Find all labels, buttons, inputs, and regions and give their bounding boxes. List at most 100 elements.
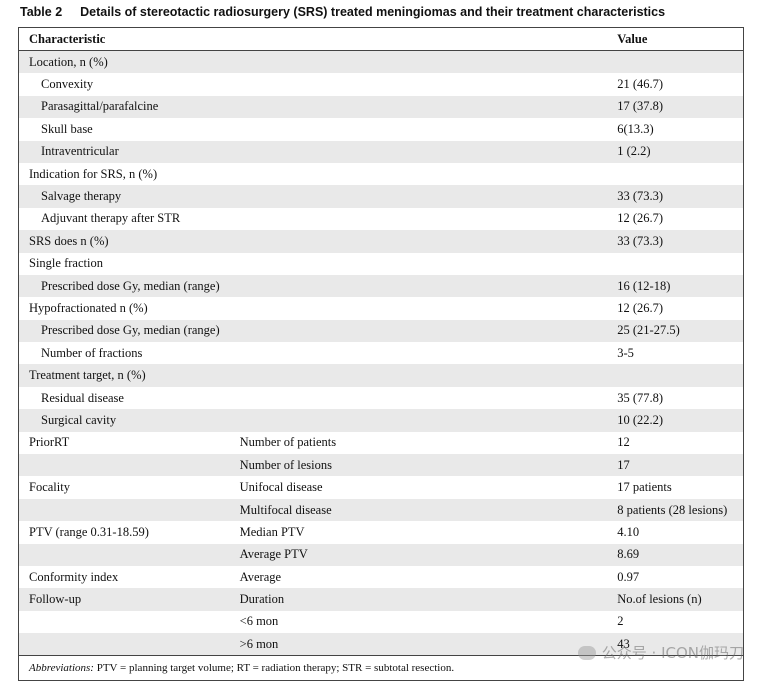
footnote-label: Abbreviations: (29, 662, 94, 674)
row-subcategory (229, 162, 608, 186)
row-characteristic: Follow-up (19, 588, 230, 611)
row-characteristic: Indication for SRS, n (%) (19, 162, 230, 186)
row-characteristic: Conformity index (19, 565, 230, 589)
row-characteristic: Single fraction (19, 252, 230, 275)
table-body: Location, n (%) Convexity 21 (46.7) Parasag… (19, 50, 743, 656)
watermark: 公众号 · ICON伽玛刀 (577, 642, 744, 663)
row-value: 43 (607, 633, 743, 656)
row-value: 12 (607, 431, 743, 455)
row-value: 17 (607, 454, 743, 477)
table-frame: Characteristic Value Location, n (%) Conv… (18, 27, 744, 681)
table-row: Residual disease 35 (77.8) (19, 386, 743, 410)
characteristics-table: Characteristic Value Location, n (%) Conv… (19, 28, 743, 656)
table-row: Number of fractions 3-5 (19, 342, 743, 365)
table-caption: Table 2 Details of stereotactic radiosurg… (20, 5, 750, 19)
row-characteristic: Salvage therapy (19, 185, 230, 208)
row-value: 8 patients (28 lesions) (607, 498, 743, 522)
row-value (607, 162, 743, 186)
row-subcategory (229, 274, 608, 298)
table-row: Hypofractionated n (%) 12 (26.7) (19, 297, 743, 320)
row-subcategory (229, 409, 608, 432)
row-characteristic: Location, n (%) (19, 50, 230, 74)
table-row: Intraventricular 1 (2.2) (19, 140, 743, 163)
row-value: 12 (26.7) (607, 207, 743, 231)
row-value: 4.10 (607, 521, 743, 544)
table-row: PTV (range 0.31-18.59) Median PTV 4.10 (19, 521, 743, 544)
row-subcategory: <6 mon (229, 610, 608, 634)
row-subcategory (229, 297, 608, 320)
row-subcategory: Average PTV (229, 543, 608, 566)
row-characteristic (19, 610, 230, 634)
row-characteristic: Residual disease (19, 386, 230, 410)
table-row: SRS does n (%) 33 (73.3) (19, 230, 743, 253)
row-subcategory (229, 140, 608, 163)
row-characteristic (19, 454, 230, 477)
table-row: Average PTV 8.69 (19, 543, 743, 566)
row-characteristic (19, 498, 230, 522)
row-value: 10 (22.2) (607, 409, 743, 432)
table-row: Focality Unifocal disease 17 patients (19, 476, 743, 499)
row-characteristic: Focality (19, 476, 230, 499)
table-row: PriorRT Number of patients 12 (19, 431, 743, 455)
table-row: Location, n (%) (19, 50, 743, 74)
row-value: 16 (12-18) (607, 274, 743, 298)
table-title: Details of stereotactic radiosurgery (SR… (80, 5, 666, 19)
row-value: 3-5 (607, 342, 743, 365)
table-row: Follow-up Duration No.of lesions (n) (19, 588, 743, 611)
row-characteristic (19, 543, 230, 566)
row-subcategory: Median PTV (229, 521, 608, 544)
row-subcategory: Number of patients (229, 431, 608, 455)
row-characteristic: Skull base (19, 118, 230, 141)
wechat-icon (577, 646, 596, 660)
header-blank (229, 28, 608, 51)
row-subcategory (229, 386, 608, 410)
table-row: Parasagittal/parafalcine 17 (37.8) (19, 95, 743, 119)
table-label: Table 2 (20, 5, 63, 19)
table-row: Skull base 6(13.3) (19, 118, 743, 141)
row-characteristic: Adjuvant therapy after STR (19, 207, 230, 231)
row-subcategory (229, 230, 608, 253)
row-value: 12 (26.7) (607, 297, 743, 320)
row-subcategory (229, 95, 608, 119)
row-value: No.of lesions (n) (607, 588, 743, 611)
header-value: Value (607, 28, 743, 51)
row-characteristic: Prescribed dose Gy, median (range) (19, 274, 230, 298)
table-row: Adjuvant therapy after STR 12 (26.7) (19, 207, 743, 231)
row-subcategory (229, 207, 608, 231)
row-characteristic: PTV (range 0.31-18.59) (19, 521, 230, 544)
row-value: 1 (2.2) (607, 140, 743, 163)
row-value (607, 50, 743, 74)
row-subcategory (229, 252, 608, 275)
row-value (607, 252, 743, 275)
row-value: 33 (73.3) (607, 230, 743, 253)
row-subcategory (229, 364, 608, 387)
row-value: 2 (607, 610, 743, 634)
row-subcategory (229, 342, 608, 365)
row-value (607, 364, 743, 387)
table-row: Convexity 21 (46.7) (19, 73, 743, 96)
table-row: Number of lesions 17 (19, 454, 743, 477)
table-row: >6 mon 43 (19, 633, 743, 656)
table-row: Prescribed dose Gy, median (range) 16 (12… (19, 274, 743, 298)
row-characteristic: Number of fractions (19, 342, 230, 365)
row-characteristic: Convexity (19, 73, 230, 96)
row-characteristic: PriorRT (19, 431, 230, 455)
row-value: 35 (77.8) (607, 386, 743, 410)
row-subcategory: Multifocal disease (229, 498, 608, 522)
row-value: 8.69 (607, 543, 743, 566)
table-row: Treatment target, n (%) (19, 364, 743, 387)
row-characteristic: Treatment target, n (%) (19, 364, 230, 387)
watermark-text: 公众号 · ICON伽玛刀 (601, 644, 744, 662)
footnote-text: PTV = planning target volume; RT = radia… (93, 662, 455, 674)
table-row: Indication for SRS, n (%) (19, 162, 743, 186)
row-value: 21 (46.7) (607, 73, 743, 96)
table-row: Single fraction (19, 252, 743, 275)
row-subcategory: Average (229, 565, 608, 589)
table-row: Conformity index Average 0.97 (19, 565, 743, 589)
row-characteristic: SRS does n (%) (19, 230, 230, 253)
row-subcategory: Duration (229, 588, 608, 611)
row-characteristic: Surgical cavity (19, 409, 230, 432)
table-row: Surgical cavity 10 (22.2) (19, 409, 743, 432)
row-value: 17 patients (607, 476, 743, 499)
row-value: 17 (37.8) (607, 95, 743, 119)
